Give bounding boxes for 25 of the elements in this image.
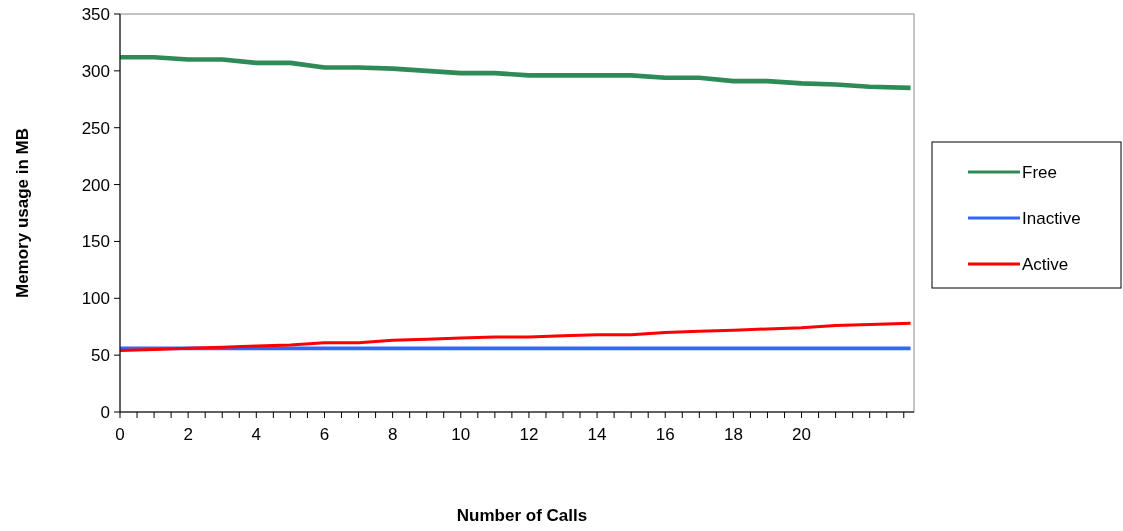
y-tick-label: 300 [81,61,110,81]
x-tick-label: 18 [723,425,743,444]
y-tick-label: 100 [81,289,110,309]
x-tick-label: 10 [451,425,471,444]
x-tick-label: 6 [319,425,330,444]
legend-label: Active [1022,254,1069,274]
y-tick-label: 350 [81,4,110,24]
x-tick-label: 20 [792,425,812,444]
x-tick-label: 12 [519,425,539,444]
y-tick-label: 150 [81,232,110,252]
y-axis-title: Memory usage in MB [13,127,32,299]
y-tick-label: 200 [81,175,110,195]
y-tick-label: 250 [81,118,110,138]
x-tick-label: 14 [587,425,607,444]
y-tick-label: 0 [100,402,110,422]
x-tick-label: 2 [183,425,193,444]
x-tick-label: 8 [387,425,398,444]
legend-label: Inactive [1022,208,1081,228]
x-tick-label: 0 [115,425,125,444]
line-series [118,321,913,353]
x-axis-title: Number of Calls [456,506,588,525]
x-tick-label: 4 [251,425,262,444]
x-tick-label: 16 [655,425,675,444]
legend-label: Free [1022,162,1057,182]
y-tick-label: 50 [91,346,110,366]
